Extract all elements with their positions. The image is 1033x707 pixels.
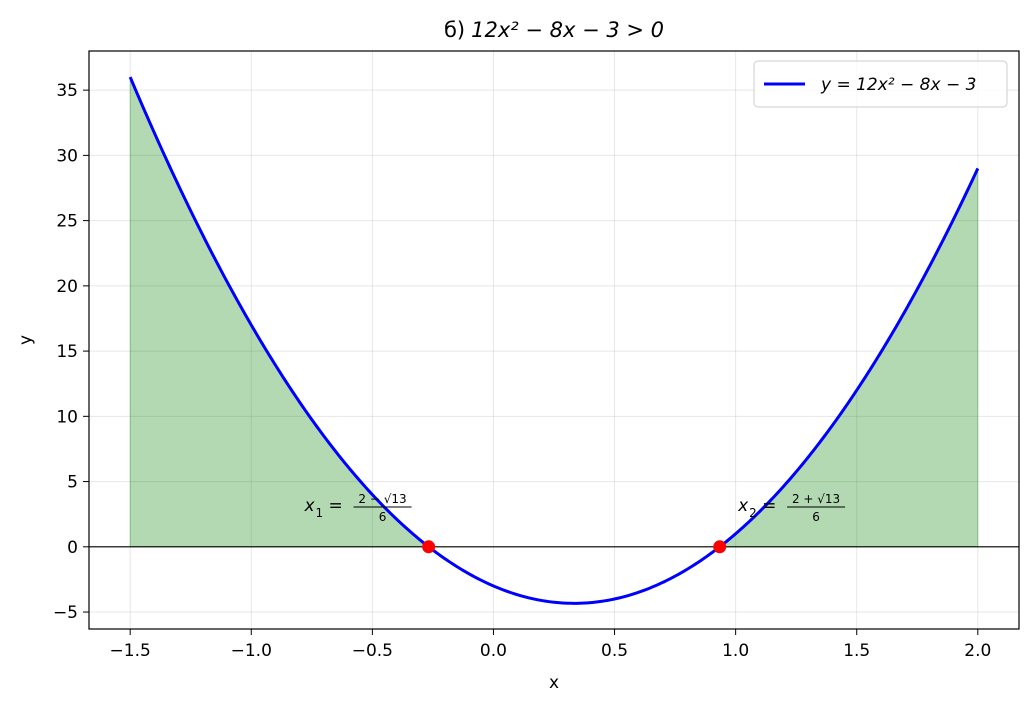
legend-box: [753, 60, 1008, 108]
y-tick-label: 35: [56, 81, 78, 101]
x-tick-label: 0.5: [601, 641, 628, 661]
x-tick-label: 1.0: [722, 641, 749, 661]
y-tick-label: 5: [67, 473, 78, 493]
root-label-denominator: 6: [812, 510, 820, 524]
y-tick-label: 15: [56, 342, 78, 362]
y-tick-label: 10: [56, 407, 78, 427]
legend: y = 12x² − 8x − 3: [753, 60, 1008, 108]
chart-title-math: 12x² − 8x − 3 > 0: [471, 18, 664, 42]
root-point-2: [713, 540, 727, 554]
curve-layer: [128, 76, 980, 605]
root-points: [422, 540, 727, 554]
root-label-equals: =: [329, 496, 343, 516]
x-tick-label: −1.0: [231, 641, 272, 661]
root-label-2: x 2 = 2 + √13 6: [737, 492, 846, 524]
x-tick-label: 2.0: [964, 641, 991, 661]
root-label-1: x 1 = 2 − √13 6: [304, 492, 412, 524]
root-label-var: x: [737, 496, 749, 516]
x-tick-label: 0.0: [480, 641, 507, 661]
root-label-equals: =: [762, 496, 776, 516]
root-label-numerator: 2 − √13: [358, 492, 406, 506]
x-axis-label: x: [549, 673, 559, 693]
x-tick-label: −0.5: [352, 641, 393, 661]
y-tick-label: −5: [53, 603, 78, 623]
y-axis-ticks: −5 0 5 10 15 20 25 30 35: [53, 81, 89, 623]
legend-series-label: y = 12x² − 8x − 3: [820, 75, 976, 95]
root-label-subscript: 1: [316, 506, 324, 520]
root-label-denominator: 6: [379, 510, 387, 524]
y-tick-label: 20: [56, 277, 78, 297]
x-tick-label: −1.5: [110, 641, 151, 661]
x-tick-label: 1.5: [843, 641, 870, 661]
root-label-subscript: 2: [749, 506, 757, 520]
x-axis-ticks: −1.5 −1.0 −0.5 0.0 0.5 1.0 1.5 2.0: [110, 629, 991, 661]
chart-title-prefix: б): [444, 18, 465, 42]
root-label-var: x: [304, 496, 316, 516]
y-tick-label: 30: [56, 146, 78, 166]
series-curve: [128, 76, 980, 605]
chart-title: б) 12x² − 8x − 3 > 0: [444, 18, 664, 42]
root-label-numerator: 2 + √13: [792, 492, 840, 506]
plot-frame: [88, 50, 1020, 630]
y-tick-label: 25: [56, 212, 78, 232]
root-point-1: [422, 540, 436, 554]
y-axis-label: y: [16, 335, 36, 345]
y-tick-label: 0: [67, 538, 78, 558]
